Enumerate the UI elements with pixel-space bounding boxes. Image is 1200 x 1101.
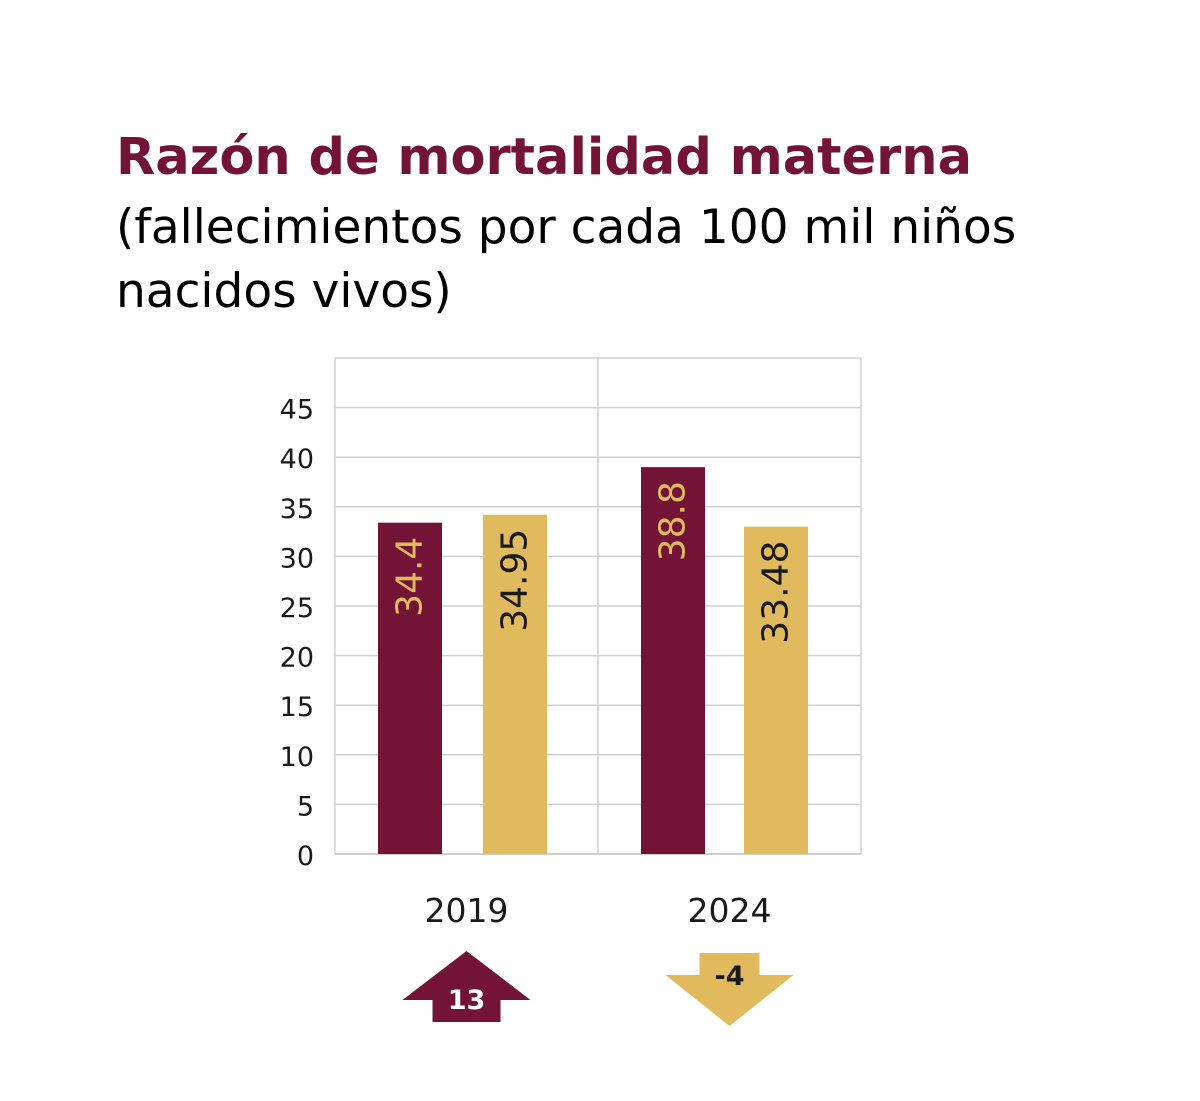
change-label: 13 [448,985,486,1016]
y-tick-label: 30 [280,543,314,574]
change-label: -4 [715,961,745,992]
chart-subtitle: (fallecimientos por cada 100 mil niños n… [116,200,1017,319]
y-tick-label: 25 [280,593,314,624]
x-tick-label: 2024 [688,891,772,930]
y-tick-label: 15 [280,692,314,723]
y-tick-label: 0 [297,841,314,872]
x-tick-label: 2019 [425,891,509,930]
y-tick-label: 10 [280,742,314,773]
data-label: 34.95 [495,529,536,632]
bar [378,522,442,854]
y-tick-label: 20 [280,643,314,674]
chart-title: Razón de mortalidad materna [116,128,972,187]
arrow-up-icon [402,951,531,1022]
y-tick-label: 45 [280,395,314,426]
y-tick-label: 40 [280,444,314,475]
y-tick-label: 35 [280,494,314,525]
arrow-down-icon [665,953,794,1026]
y-tick-label: 5 [297,791,314,822]
data-label: 38.8 [653,481,694,561]
data-label: 34.4 [390,537,431,617]
bar [744,526,808,854]
bar [641,467,705,854]
data-label: 33.48 [756,541,797,644]
bar [483,514,547,854]
